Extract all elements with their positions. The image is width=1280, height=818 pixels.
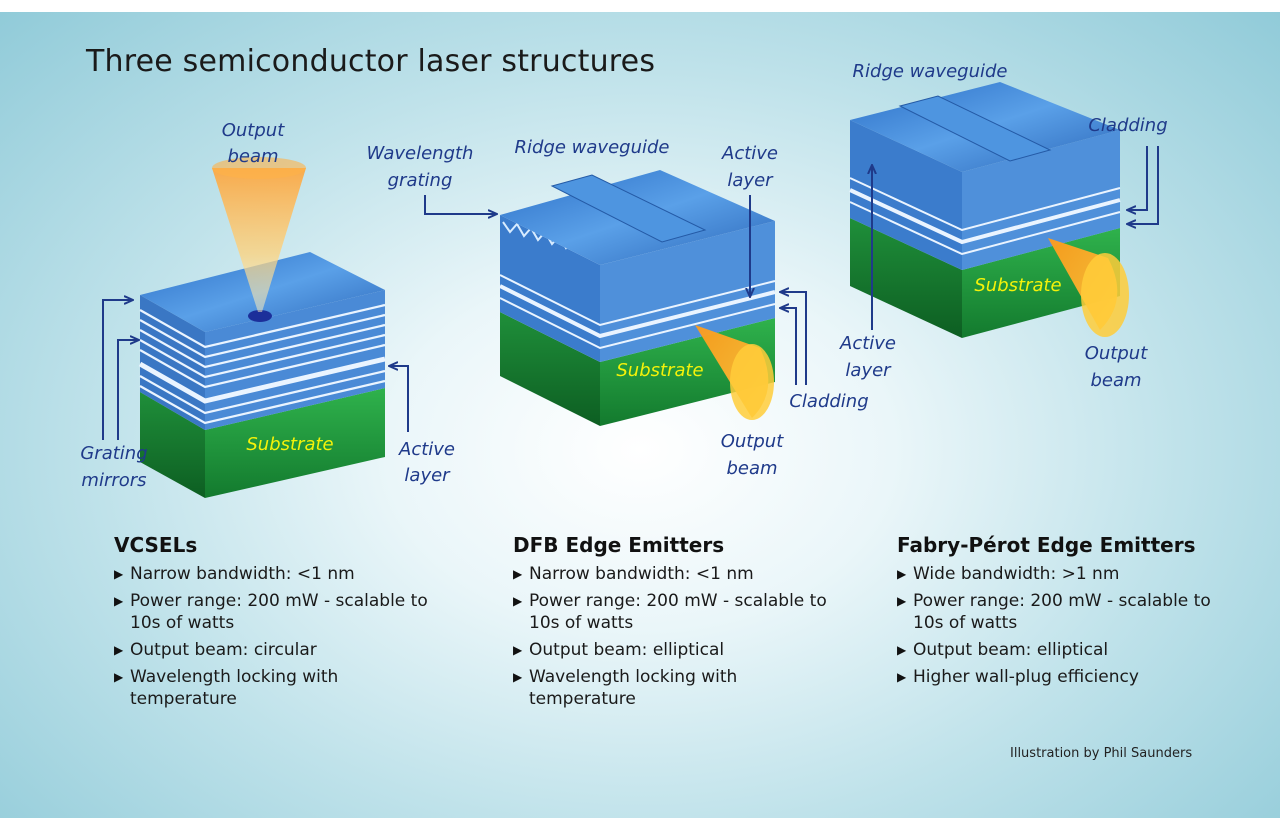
- bullet-triangle-icon: ▶: [513, 594, 523, 608]
- fp-cladding-layers: [849, 177, 1121, 256]
- vcsel-labels: Output beam Grating mirrors Active layer…: [80, 120, 455, 491]
- vcsel-output-beam: [212, 168, 306, 312]
- bullet-triangle-icon: ▶: [513, 567, 523, 581]
- fp-cladding-label: Cladding: [1088, 115, 1167, 136]
- bullet-triangle-icon: ▶: [897, 567, 907, 581]
- vcsel-active-layer-label-2: layer: [404, 465, 451, 486]
- spec-fabry-perot: Fabry-Pérot Edge Emitters ▶ Wide bandwidt…: [897, 533, 1227, 693]
- vcsel-active-arrow: [390, 366, 409, 432]
- spec-item: ▶ Output beam: elliptical: [897, 640, 1109, 660]
- spec-title: VCSELs: [114, 533, 198, 557]
- fp-substrate-label: Substrate: [974, 275, 1061, 296]
- spec-item: ▶ Power range: 200 mW - scalable to 10s o…: [897, 591, 1211, 633]
- spec-item: ▶ Narrow bandwidth: <1 nm: [513, 564, 754, 584]
- spec-title: DFB Edge Emitters: [513, 533, 725, 557]
- top-bar: [0, 0, 1280, 12]
- dfb-wavelength-grating-label-2: grating: [388, 170, 453, 191]
- fp-layers-left: [850, 120, 962, 270]
- spec-item: ▶ Narrow bandwidth: <1 nm: [114, 564, 355, 584]
- spec-item: ▶ Output beam: elliptical: [513, 640, 725, 660]
- fp-output-beam-label-2: beam: [1090, 370, 1141, 391]
- vcsel-grating-arrow-2: [117, 340, 138, 440]
- dfb-ridge-waveguide-label: Ridge waveguide: [515, 137, 670, 158]
- vcsel-substrate-label: Substrate: [246, 434, 333, 455]
- spec-item: ▶ Wide bandwidth: >1 nm: [897, 564, 1120, 584]
- fp-ridge-waveguide-label: Ridge waveguide: [853, 61, 1008, 82]
- bullet-triangle-icon: ▶: [114, 670, 124, 684]
- vcsel-substrate-front: [205, 388, 385, 498]
- spec-list: ▶ Narrow bandwidth: <1 nm ▶ Power range: 2…: [114, 563, 444, 710]
- dfb-cladding-arrow-1: [781, 292, 807, 385]
- spec-item: ▶ Higher wall-plug efficiency: [897, 667, 1139, 687]
- bullet-triangle-icon: ▶: [114, 567, 124, 581]
- spec-item: ▶ Wavelength locking with temperature: [114, 667, 339, 709]
- fp-cladding-arrow-2: [1128, 146, 1148, 210]
- fp-chip: [849, 82, 1129, 338]
- vcsel-aperture: [248, 310, 272, 322]
- bullet-triangle-icon: ▶: [513, 643, 523, 657]
- page-title: Three semiconductor laser structures: [86, 44, 656, 79]
- dfb-active-layer-label-1: Active: [721, 143, 778, 164]
- dfb-ridge: [550, 174, 707, 243]
- dfb-substrate-label: Substrate: [616, 360, 703, 381]
- dfb-wavelength-grating-label-1: Wavelength: [367, 143, 474, 164]
- bullet-triangle-icon: ▶: [114, 643, 124, 657]
- bullet-triangle-icon: ▶: [897, 594, 907, 608]
- dfb-labels: Wavelength grating Ridge waveguide Activ…: [367, 137, 869, 479]
- spec-list: ▶ Narrow bandwidth: <1 nm ▶ Power range: 2…: [513, 563, 843, 710]
- vcsel-output-beam-label-2: beam: [227, 146, 278, 167]
- bullet-triangle-icon: ▶: [513, 670, 523, 684]
- fp-cladding-arrow-1: [1128, 146, 1159, 224]
- vcsel-substrate-left: [140, 392, 205, 498]
- fp-active-layer-label-2: layer: [845, 360, 892, 381]
- spec-title: Fabry-Pérot Edge Emitters: [897, 533, 1196, 557]
- vcsel-chip: [138, 157, 386, 498]
- spec-item: ▶ Wavelength locking with temperature: [513, 667, 738, 709]
- bullet-triangle-icon: ▶: [114, 594, 124, 608]
- fp-ridge: [898, 95, 1052, 162]
- bullet-triangle-icon: ▶: [897, 643, 907, 657]
- fp-output-beam-label-1: Output: [1085, 343, 1148, 364]
- spec-item: ▶ Power range: 200 mW - scalable to 10s o…: [513, 591, 827, 633]
- vcsel-mirror-layers: [138, 303, 386, 425]
- vcsel-output-beam-label-1: Output: [222, 120, 285, 141]
- fp-labels: Ridge waveguide Cladding Substrate Activ…: [839, 61, 1168, 391]
- vcsel-grating-arrow-1: [102, 300, 132, 440]
- vcsel-active-layer-label-1: Active: [398, 439, 455, 460]
- dfb-output-beam-label-2: beam: [726, 458, 777, 479]
- spec-vcsel: VCSELs ▶ Narrow bandwidth: <1 nm ▶ Power r…: [114, 533, 444, 715]
- dfb-output-beam-label-1: Output: [721, 431, 784, 452]
- fp-substrate-left: [850, 218, 962, 338]
- spec-item: ▶ Power range: 200 mW - scalable to 10s o…: [114, 591, 428, 633]
- vcsel-grating-mirrors-label-2: mirrors: [81, 470, 146, 491]
- spec-list: ▶ Wide bandwidth: >1 nm ▶ Power range: 200…: [897, 563, 1227, 688]
- vcsel-grating-mirrors-label-1: Grating: [80, 443, 147, 464]
- dfb-grating-arrow: [424, 195, 496, 214]
- dfb-substrate-left: [500, 312, 600, 426]
- spec-item: ▶ Output beam: circular: [114, 640, 317, 660]
- bullet-triangle-icon: ▶: [897, 670, 907, 684]
- fp-layers-front: [962, 130, 1120, 270]
- dfb-chip: [499, 170, 776, 426]
- dfb-cladding-layers: [499, 274, 776, 350]
- spec-dfb: DFB Edge Emitters ▶ Narrow bandwidth: <1 …: [513, 533, 843, 715]
- dfb-cladding-arrow-2: [781, 308, 797, 385]
- illustration-credit: Illustration by Phil Saunders: [1010, 746, 1193, 761]
- dfb-cladding-label: Cladding: [789, 391, 868, 412]
- fp-active-layer-label-1: Active: [839, 333, 896, 354]
- dfb-active-layer-label-2: layer: [727, 170, 774, 191]
